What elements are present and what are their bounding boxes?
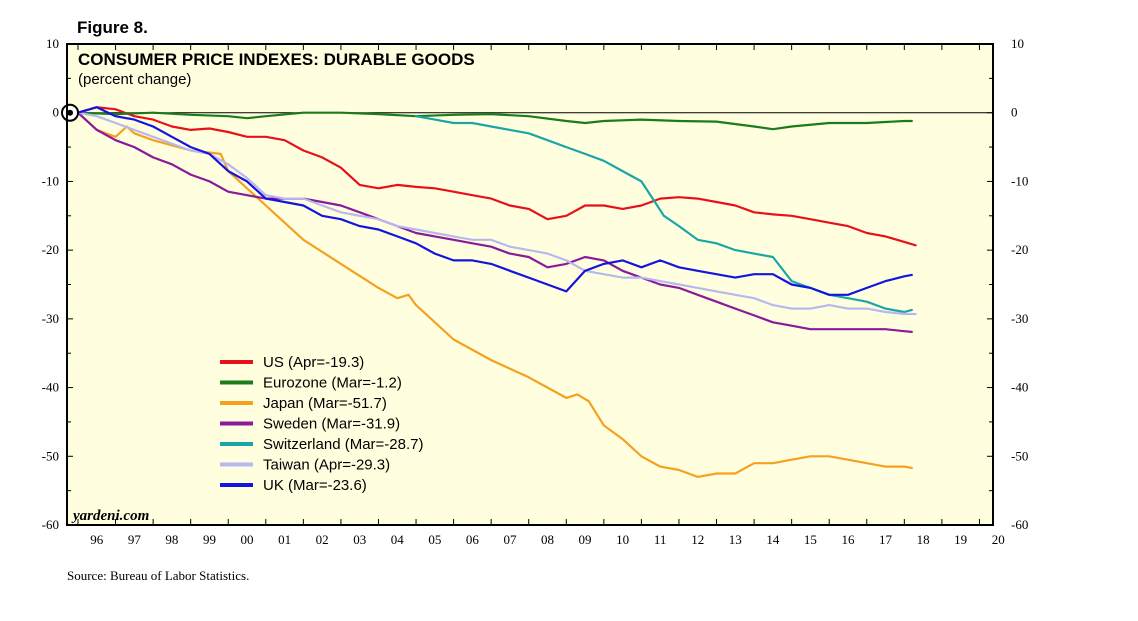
x-tick-label: 06: [466, 532, 480, 547]
origin-marker: [61, 103, 79, 122]
y-tick-label-right: -30: [1011, 311, 1028, 326]
series-line-japan: [76, 111, 913, 478]
x-tick-label: 05: [428, 532, 441, 547]
series-line-switzerland: [414, 115, 913, 314]
x-tick-label: 97: [128, 532, 142, 547]
y-tick-label-right: -20: [1011, 242, 1028, 257]
x-tick-label: 02: [316, 532, 329, 547]
x-tick-label: 07: [503, 532, 517, 547]
y-tick-label-left: 0: [53, 105, 60, 120]
series-lines: [76, 106, 917, 478]
y-tick-label-right: -40: [1011, 380, 1028, 395]
legend-label-taiwan: Taiwan (Apr=-29.3): [263, 457, 390, 474]
figure-label: Figure 8.: [77, 18, 148, 37]
source-note: Source: Bureau of Labor Statistics.: [67, 568, 249, 583]
chart-title: CONSUMER PRICE INDEXES: DURABLE GOODS: [78, 50, 475, 69]
y-tick-label-left: 10: [46, 36, 59, 51]
x-tick-label: 96: [90, 532, 104, 547]
x-tick-label: 13: [729, 532, 742, 547]
y-tick-label-right: 10: [1011, 36, 1024, 51]
legend-label-us: US (Apr=-19.3): [263, 354, 364, 371]
y-tick-label-right: -60: [1011, 517, 1028, 532]
x-tick-label: 12: [691, 532, 704, 547]
x-axis-labels: 96 97 98 99 00 01 02 03 04 05 06 07 08 09 10 11 12 13 14 15…: [90, 532, 1004, 547]
x-tick-label: 08: [541, 532, 554, 547]
x-tick-label: 17: [879, 532, 893, 547]
watermark: yardeni.com: [71, 508, 149, 524]
chart-subtitle: (percent change): [78, 71, 191, 88]
x-tick-label: 15: [804, 532, 817, 547]
x-tick-label: 11: [654, 532, 667, 547]
legend: US (Apr=-19.3) Eurozone (Mar=-1.2) Japan (…: [220, 354, 423, 494]
x-tick-label: 18: [917, 532, 930, 547]
legend-label-uk: UK (Mar=-23.6): [263, 477, 367, 494]
x-tick-label: 14: [766, 532, 780, 547]
series-line-sweden: [76, 111, 913, 333]
y-tick-label-right: 0: [1011, 105, 1018, 120]
legend-label-eurozone: Eurozone (Mar=-1.2): [263, 375, 402, 392]
y-tick-label-right: -50: [1011, 448, 1028, 463]
x-tick-label: 20: [992, 532, 1005, 547]
y-tick-label-left: -20: [42, 242, 59, 257]
origin-dot: [67, 109, 73, 116]
y-tick-label-left: -50: [42, 448, 59, 463]
series-line-uk: [76, 106, 913, 296]
y-tick-label-left: -10: [42, 173, 59, 188]
x-tick-label: 10: [616, 532, 629, 547]
plot-frame: [66, 43, 994, 526]
y-axis-right-labels: 10 0 -10 -20 -30 -40 -50 -60: [1011, 36, 1028, 532]
x-tick-label: 16: [841, 532, 855, 547]
x-tick-label: 19: [954, 532, 967, 547]
y-tick-label-right: -10: [1011, 173, 1028, 188]
y-tick-label-left: -30: [42, 311, 59, 326]
y-axis-left-labels: 10 0 -10 -20 -30 -40 -50 -60: [42, 36, 59, 532]
x-tick-label: 01: [278, 532, 291, 547]
legend-label-japan: Japan (Mar=-51.7): [263, 395, 387, 412]
x-tick-label: 04: [391, 532, 405, 547]
x-tick-label: 03: [353, 532, 366, 547]
series-line-taiwan: [76, 111, 917, 316]
legend-label-switzerland: Switzerland (Mar=-28.7): [263, 436, 423, 453]
y-tick-label-left: -40: [42, 380, 59, 395]
legend-label-sweden: Sweden (Mar=-31.9): [263, 416, 400, 433]
x-tick-label: 00: [241, 532, 254, 547]
x-tick-label: 09: [579, 532, 592, 547]
series-line-us: [76, 106, 917, 247]
x-tick-label: 98: [165, 532, 178, 547]
x-tick-label: 99: [203, 532, 216, 547]
series-line-eurozone: [76, 111, 913, 131]
y-tick-label-left: -60: [42, 517, 59, 532]
